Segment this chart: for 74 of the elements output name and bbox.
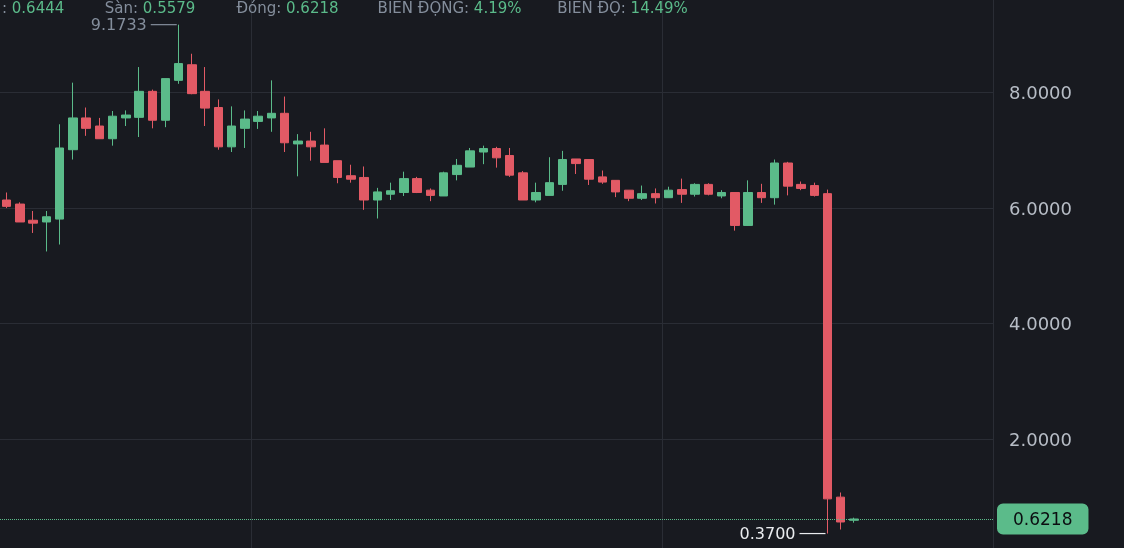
candlestick xyxy=(651,187,660,204)
candlestick xyxy=(704,182,713,196)
y-tick-label: 4.0000 xyxy=(1009,313,1072,335)
candlestick xyxy=(42,210,51,252)
candlestick xyxy=(346,164,356,184)
annotation: Đóng: 0.6218 xyxy=(236,0,339,17)
candlestick xyxy=(677,178,687,204)
annotation: Sàn: 0.5579 xyxy=(104,0,196,17)
candlestick xyxy=(717,189,726,199)
annotation: : 0.6444 xyxy=(2,0,65,17)
candlestick xyxy=(492,146,501,169)
candlestick xyxy=(333,160,342,184)
candlestick xyxy=(743,179,753,227)
candlestick xyxy=(148,89,157,129)
candlestick xyxy=(505,147,514,178)
candlestick xyxy=(200,66,210,127)
candlestick xyxy=(598,170,607,185)
candlestick xyxy=(81,107,91,137)
candlestick xyxy=(320,127,329,163)
candlestick xyxy=(558,150,567,192)
candlestick xyxy=(770,159,779,206)
candlestick xyxy=(108,110,117,147)
candlestick xyxy=(359,165,369,211)
candlestick xyxy=(439,171,448,197)
candlestick xyxy=(518,170,528,201)
candlestick xyxy=(757,183,766,204)
candlestick xyxy=(796,181,806,191)
candlestick xyxy=(611,179,620,198)
candlestick xyxy=(836,492,845,530)
candlestick xyxy=(479,145,488,165)
y-tick-label: 8.0000 xyxy=(1009,81,1072,103)
candlestick xyxy=(134,66,144,138)
candlestick xyxy=(545,156,554,196)
candlestick xyxy=(783,161,793,196)
candlestick xyxy=(690,182,700,198)
candlestick xyxy=(227,105,236,153)
candlestick xyxy=(187,53,197,95)
candlestick xyxy=(267,79,276,133)
annotation: 0.3700 xyxy=(739,524,796,544)
candlestick xyxy=(637,185,647,201)
annotation: 9.1733 xyxy=(90,15,147,35)
candlestick xyxy=(399,171,409,197)
candlestick xyxy=(465,147,475,168)
candlestick xyxy=(28,210,38,234)
candlestick xyxy=(730,191,740,232)
candlestick xyxy=(624,189,634,202)
candlestick xyxy=(823,189,832,535)
candlestick xyxy=(426,187,435,202)
candlestick xyxy=(253,110,263,130)
y-tick-label: 2.0000 xyxy=(1009,428,1072,450)
candlestick xyxy=(121,109,131,127)
ref-line-label: 0.6218 xyxy=(1013,509,1073,530)
candlestick xyxy=(240,109,250,149)
candlestick xyxy=(161,78,170,128)
candlestick xyxy=(584,159,594,186)
candlestick xyxy=(412,176,422,194)
candlestick xyxy=(2,191,11,209)
candlestick xyxy=(306,131,316,162)
candlestick xyxy=(214,98,223,151)
candlestick xyxy=(664,186,673,199)
candlestick xyxy=(571,158,581,175)
candlestick xyxy=(15,201,25,223)
candlestick xyxy=(452,158,462,181)
candlestick xyxy=(293,133,303,177)
candlestick xyxy=(55,123,64,246)
y-tick-label: 6.0000 xyxy=(1009,197,1072,219)
candlestick xyxy=(373,187,382,220)
candlestick xyxy=(386,182,395,201)
candlestick xyxy=(531,182,541,203)
candlestick xyxy=(810,182,819,198)
candlestick xyxy=(174,24,183,85)
candlestick xyxy=(95,117,104,140)
candlestick xyxy=(68,82,78,161)
candlestick xyxy=(280,96,289,153)
